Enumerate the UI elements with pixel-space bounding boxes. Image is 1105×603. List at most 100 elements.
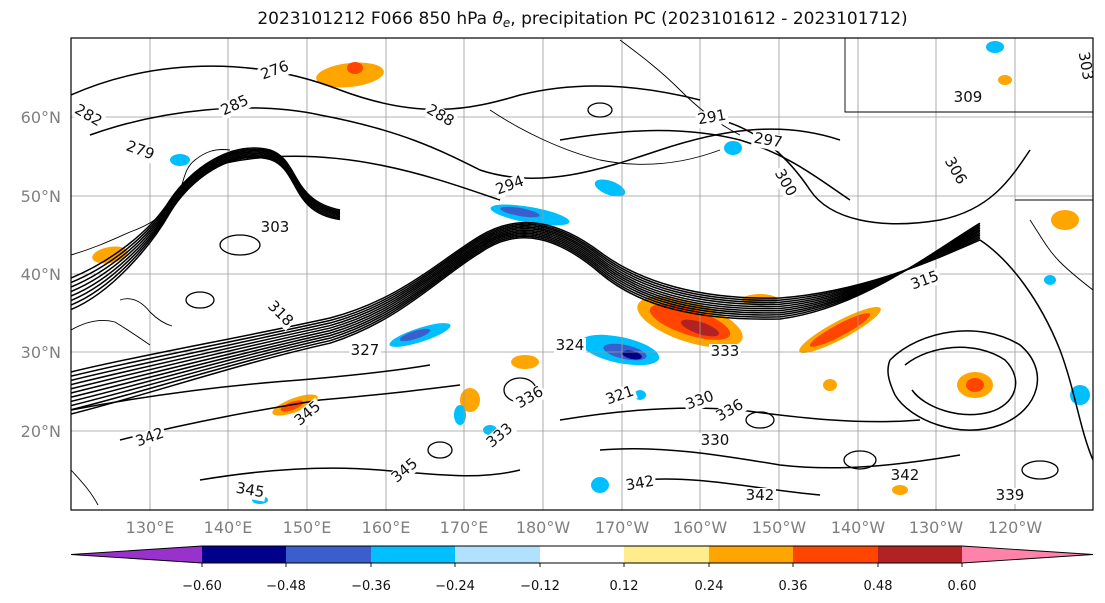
theta-e-contour [71,228,981,390]
contour-label-mask [122,138,158,164]
theta-e-contour [199,155,501,201]
longitude-label: 160°E [362,518,411,537]
contour-label-mask [263,297,297,331]
longitude-label: 180°W [516,518,571,537]
contour-label-mask [770,165,800,201]
theta-e-contour [71,65,701,111]
colorbar-segment [793,546,878,563]
colorbar-tick-label: 0.60 [948,579,977,594]
theta-e-contour [71,229,981,398]
theta-e-contour-closed [219,234,261,256]
precipitation-shading [92,41,1090,504]
precip-anomaly-patch [724,141,742,155]
contour-label: 309 [954,88,983,106]
theta-e-contour-closed [1021,460,1059,480]
contour-label-mask [994,488,1026,504]
colorbar-tick-label: 0.36 [779,579,808,594]
contour-label-mask [952,90,984,106]
colorbar-segment [455,546,540,563]
theta-e-contour [71,222,981,415]
theta-e-contour [71,364,431,411]
longitude-label: 130°W [909,518,964,537]
colorbar-tick-label: 0.12 [610,579,639,594]
longitude-label: 150°W [752,518,807,537]
coastline [619,39,741,136]
contour-label-mask [750,130,786,152]
contour-label-mask [132,425,168,451]
precip-anomaly-patch [316,62,384,88]
longitude-label: 140°E [204,518,253,537]
colorbar-segment [371,546,455,563]
contour-label: 303 [1075,50,1098,81]
latitude-label: 20°N [21,422,61,441]
contour-label-mask [622,473,658,495]
precip-anomaly-patch [594,179,626,197]
theta-e-contour-closed [587,102,613,118]
colorbar-tick-label: 0.48 [864,579,893,594]
precip-anomaly-patch [399,328,431,342]
contour-label: 303 [261,218,290,236]
theta-e-contour [71,229,981,394]
contour-label-mask [422,101,458,131]
coastline [71,469,99,506]
title-theta: θ [492,9,503,29]
contour-label-mask [492,173,528,199]
precip-anomaly-patch [1044,275,1056,285]
contour-label: 339 [996,486,1025,504]
colorbar-segment [878,546,962,563]
precip-anomaly-patch [170,154,190,166]
contour-label-mask [694,107,730,129]
contour-label-mask [387,454,423,488]
theta-e-contour [71,225,981,382]
colorbar-tick-label: −0.12 [520,579,560,594]
contour-label: 324 [556,336,585,354]
theta-e-contour [71,224,981,411]
contour-label-mask [889,468,921,484]
precip-anomaly-patch [460,388,480,412]
contour-label: 345 [235,479,266,502]
contour-label-mask [744,488,776,504]
precip-anomaly-patch [511,355,539,369]
contour-label-mask [257,58,293,84]
contour-label-mask [1074,48,1093,84]
contour-label: 291 [696,106,727,129]
latitude-label: 40°N [21,265,61,284]
longitude-label: 150°E [283,518,332,537]
contour-label-mask [940,153,970,189]
map-frame [70,37,1094,511]
contour-label-mask [907,268,943,294]
contour-label-mask [349,343,381,359]
contour-label-mask [712,396,748,426]
colorbar-segment [71,546,202,563]
precip-anomaly-patch [809,313,871,347]
contour-label-mask [709,344,741,360]
longitude-label: 160°W [673,518,728,537]
colorbar-segment [962,546,1093,563]
contour-label: 342 [746,486,775,504]
contour-label: 333 [711,342,740,360]
longitude-label: 130°E [126,518,175,537]
contour-label-mask [554,338,586,354]
theta-e-contour [979,239,1093,461]
latitude-label: 50°N [21,187,61,206]
contour-label-mask [232,480,268,502]
theta-e-contour [904,346,1017,416]
contour-label: 330 [701,431,730,449]
colorbar-tick-label: −0.36 [351,579,391,594]
contour-label-mask [290,397,326,431]
colorbar-tick-label: −0.48 [266,579,306,594]
theta-e-contour-closed [843,450,877,470]
precip-anomaly-patch [892,485,908,495]
colorbar-segment [709,546,793,563]
coastline [119,298,173,327]
precip-anomaly-patch [454,405,466,425]
precip-anomaly-patch [966,378,984,392]
title-prefix: 2023101212 F066 850 hPa [257,9,493,29]
colorbar-segment [202,546,286,563]
theta-e-contour [71,221,981,373]
theta-e-contour [71,223,981,377]
coastline [1029,219,1093,291]
latitude-label: 60°N [21,108,61,127]
precip-anomaly-patch [347,62,363,74]
